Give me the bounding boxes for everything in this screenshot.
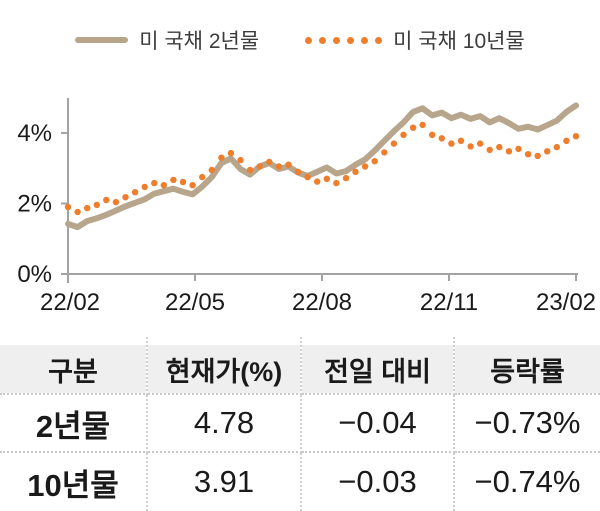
table-header-pct: 등락률 — [455, 337, 600, 395]
svg-text:22/05: 22/05 — [165, 289, 225, 316]
table-header-category: 구분 — [0, 337, 148, 395]
legend-line-swatch-2yr — [75, 37, 129, 43]
svg-text:22/11: 22/11 — [420, 289, 478, 316]
svg-text:22/08: 22/08 — [292, 289, 352, 316]
legend-label-2yr: 미 국채 2년물 — [139, 30, 260, 53]
row-change-10yr: −0.03 — [302, 453, 455, 511]
chart-legend: 미 국채 2년물 미 국채 10년물 — [0, 20, 600, 60]
row-pct-10yr: −0.74% — [474, 464, 581, 499]
legend-label-10yr: 미 국채 10년물 — [393, 30, 525, 53]
row-current-2yr: 4.78 — [148, 395, 302, 453]
row-pct-2yr: −0.73% — [455, 395, 600, 453]
legend-dots-swatch-10yr — [305, 36, 383, 44]
table-header-row: 구분 현재가(%) 전일 대비 등락률 — [0, 337, 600, 395]
row-label-2yr: 2년물 — [0, 395, 148, 453]
legend-item-10yr: 미 국채 10년물 — [305, 25, 525, 55]
row-change-2yr: −0.04 — [302, 395, 455, 453]
svg-text:22/02: 22/02 — [40, 289, 100, 316]
svg-text:23/02: 23/02 — [536, 289, 596, 316]
yield-chart: 0% 2% 4% 22/02 22/05 22/08 22/11 23/02 — [17, 98, 596, 316]
svg-text:2%: 2% — [17, 191, 52, 218]
table-header-current: 현재가(%) — [148, 337, 302, 395]
yield-table: 구분 현재가(%) 전일 대비 등락률 2년물 4.78 −0.04 −0.73… — [0, 337, 600, 511]
table-row-2yr: 2년물 4.78 −0.04 −0.73% — [0, 395, 600, 453]
table-row-10yr: 10년물 3.91 −0.03 −0.74% — [0, 453, 600, 511]
table-header-change: 전일 대비 — [302, 337, 455, 395]
row-label-10yr: 10년물 — [0, 453, 148, 511]
svg-text:4%: 4% — [17, 120, 52, 147]
svg-text:0%: 0% — [17, 261, 52, 288]
legend-item-2yr: 미 국채 2년물 — [75, 25, 259, 55]
row-current-10yr: 3.91 — [148, 453, 302, 511]
